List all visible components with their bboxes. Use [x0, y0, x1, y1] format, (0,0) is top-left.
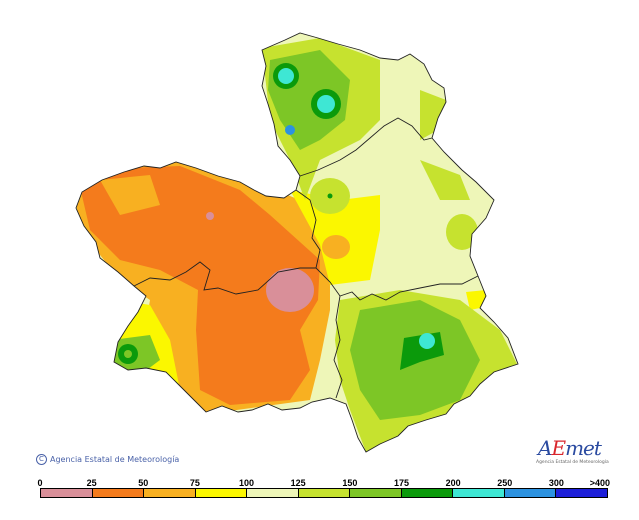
aemet-logo-text: AEmet: [538, 436, 602, 460]
zone-125-150-east: [446, 214, 478, 250]
legend-tick: 125: [290, 478, 306, 488]
legend-tick: 25: [86, 478, 97, 488]
legend-tick: 150: [342, 478, 358, 488]
legend-swatch: [401, 489, 454, 497]
zone-200-250-north-b: [317, 95, 335, 113]
legend-swatch: [298, 489, 351, 497]
province-border-east: [295, 189, 479, 301]
zone-75-100-east: [466, 290, 490, 310]
legend-swatch: [247, 489, 299, 497]
legend-tick: 250: [497, 478, 513, 488]
zone-50-75-center: [322, 235, 350, 259]
province-border-north: [299, 117, 433, 177]
copyright-notice: C Agencia Estatal de Meteorología: [36, 454, 179, 465]
legend-tick: 50: [138, 478, 149, 488]
legend-tick: 175: [393, 478, 409, 488]
zone-175-200-dot: [327, 193, 333, 199]
legend-tick: 200: [445, 478, 461, 488]
legend-tick: 75: [189, 478, 200, 488]
aemet-logo: AEmet Agencia Estatal de Meteorología: [536, 436, 609, 470]
copyright-icon: C: [36, 454, 47, 465]
zone-50-75-north: [100, 175, 160, 215]
province-border-south: [333, 295, 343, 399]
legend-tick: 0: [37, 478, 43, 488]
legend-swatch: [453, 489, 505, 497]
zone-150-175-sw-core: [124, 350, 132, 358]
legend-tick: 300: [548, 478, 564, 488]
legend-swatch: [144, 489, 196, 497]
zone-0-25: [266, 268, 314, 312]
zone-25-50: [76, 166, 320, 405]
legend-color-bar: [40, 488, 608, 498]
zone-0-25-small: [206, 212, 214, 220]
zone-200-250-se: [419, 333, 435, 349]
color-scale-legend: 0 25 50 75 100 125 150 175 200 250 300 >…: [37, 478, 611, 500]
copyright-text: Agencia Estatal de Meteorología: [50, 455, 180, 464]
aemet-logo-subtext: Agencia Estatal de Meteorología: [536, 460, 609, 465]
legend-swatch: [92, 489, 145, 497]
legend-swatch: [195, 489, 248, 497]
zone-200-250-north-a: [278, 68, 294, 84]
legend-swatch: [350, 489, 402, 497]
legend-tick: 100: [239, 478, 255, 488]
zone-125-150-e2: [420, 160, 470, 200]
zone-125-150-ne: [420, 90, 446, 140]
legend-tick: >400: [589, 478, 611, 488]
legend-ticks: 0 25 50 75 100 125 150 175 200 250 300 >…: [37, 478, 611, 488]
legend-swatch: [41, 489, 93, 497]
zone-250-300-north: [285, 125, 295, 135]
legend-swatch: [504, 489, 557, 497]
legend-swatch: [556, 489, 608, 497]
province-border-west: [133, 261, 316, 295]
